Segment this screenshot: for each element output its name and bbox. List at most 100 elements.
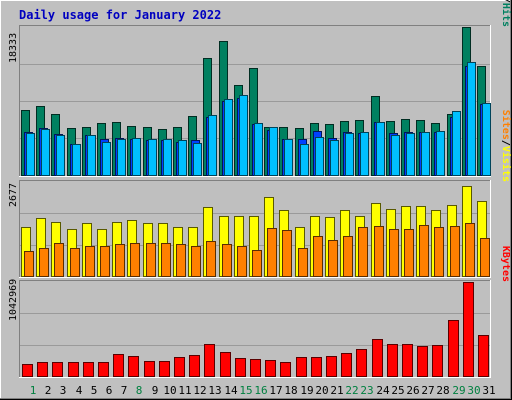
bar-kbytes-day-21 bbox=[326, 356, 337, 377]
legend-hits-text: Pages/Files/Hits bbox=[500, 0, 512, 27]
x-tick-label-day-10: 10 bbox=[163, 384, 176, 397]
bar-kbytes-day-3 bbox=[52, 362, 63, 377]
chart-title: Daily usage for January 2022 bbox=[19, 8, 221, 22]
bar-pages-day-1 bbox=[26, 133, 35, 176]
legend-visits-sites: Sites/Visits bbox=[500, 110, 512, 182]
bar-sites-day-25 bbox=[389, 229, 399, 277]
bar-sites-day-29 bbox=[450, 226, 460, 277]
x-tick-label-day-21: 21 bbox=[330, 384, 343, 397]
legend-hits-files-pages: Pages/Files/Hits bbox=[500, 0, 512, 27]
bar-pages-day-6 bbox=[102, 142, 111, 176]
bar-kbytes-day-7 bbox=[113, 354, 124, 377]
bar-sites-day-5 bbox=[85, 246, 95, 277]
x-tick-label-day-3: 3 bbox=[60, 384, 67, 397]
x-tick-label-day-30: 30 bbox=[467, 384, 480, 397]
bar-pages-day-28 bbox=[436, 131, 445, 176]
bar-pages-day-3 bbox=[56, 135, 65, 176]
x-tick-label-day-29: 29 bbox=[452, 384, 465, 397]
x-tick-label-day-6: 6 bbox=[106, 384, 113, 397]
bar-pages-day-29 bbox=[452, 111, 461, 176]
panel-hits-files-pages: 18333 bbox=[8, 25, 491, 177]
bar-sites-day-15 bbox=[237, 246, 247, 277]
panel-hits-bars bbox=[21, 27, 491, 176]
bar-sites-day-7 bbox=[115, 244, 125, 277]
bar-sites-day-10 bbox=[161, 243, 171, 277]
bar-kbytes-day-24 bbox=[372, 339, 383, 377]
bar-kbytes-day-4 bbox=[68, 362, 79, 377]
bar-kbytes-day-1 bbox=[22, 364, 33, 377]
bar-sites-day-26 bbox=[404, 229, 414, 277]
bar-sites-day-18 bbox=[282, 230, 292, 277]
panel-visits-bars bbox=[21, 186, 490, 277]
bar-pages-day-11 bbox=[178, 140, 187, 176]
bar-kbytes-day-10 bbox=[159, 361, 170, 377]
bar-sites-day-4 bbox=[70, 248, 80, 277]
bar-kbytes-day-20 bbox=[311, 357, 322, 377]
bar-sites-day-6 bbox=[100, 246, 110, 277]
bar-kbytes-day-11 bbox=[174, 357, 185, 377]
legend-part-separator: / bbox=[500, 0, 511, 3]
x-tick-label-day-24: 24 bbox=[376, 384, 390, 397]
x-tick-label-day-12: 12 bbox=[193, 384, 206, 397]
x-tick-label-day-25: 25 bbox=[391, 384, 404, 397]
bar-kbytes-day-14 bbox=[220, 352, 231, 377]
legend-part-kbytes: KBytes bbox=[500, 246, 511, 282]
legend-part-separator: / bbox=[500, 140, 511, 146]
bar-kbytes-day-5 bbox=[83, 362, 94, 377]
bar-pages-day-8 bbox=[132, 138, 141, 176]
bar-sites-day-14 bbox=[222, 244, 232, 277]
x-tick-label-day-27: 27 bbox=[421, 384, 434, 397]
bar-sites-day-31 bbox=[480, 238, 490, 277]
bar-pages-day-19 bbox=[300, 144, 309, 176]
x-axis-day-labels: 1 2 3 4 5 6 7 8 9 10 11 12 13 14 15 16 17 18 19 20 21 22 23 24 2… bbox=[30, 384, 496, 397]
bar-pages-day-5 bbox=[87, 135, 96, 176]
bar-pages-day-23 bbox=[360, 132, 369, 176]
x-tick-label-day-1: 1 bbox=[30, 384, 37, 397]
legend-visits-text: Sites/Visits bbox=[500, 110, 512, 182]
bar-kbytes-day-2 bbox=[37, 362, 48, 377]
x-tick-label-day-5: 5 bbox=[91, 384, 98, 397]
x-tick-label-day-4: 4 bbox=[76, 384, 83, 397]
bar-pages-day-20 bbox=[315, 137, 324, 176]
panel-kbytes-bars bbox=[22, 282, 489, 377]
bar-kbytes-day-23 bbox=[356, 349, 367, 377]
bar-sites-day-12 bbox=[191, 246, 201, 277]
bar-kbytes-day-8 bbox=[128, 356, 139, 377]
x-tick-label-day-19: 19 bbox=[300, 384, 313, 397]
bar-pages-day-12 bbox=[193, 143, 202, 176]
bar-pages-day-7 bbox=[117, 139, 126, 176]
bar-sites-day-24 bbox=[374, 226, 384, 277]
panel-visits-ymax-label: 2677 bbox=[8, 183, 19, 207]
bar-pages-day-2 bbox=[41, 129, 50, 176]
bar-sites-day-20 bbox=[313, 236, 323, 277]
bar-sites-day-1 bbox=[24, 251, 34, 277]
bar-kbytes-day-29 bbox=[448, 320, 459, 377]
bar-sites-day-13 bbox=[206, 241, 216, 277]
legend-part-visits: Visits bbox=[500, 146, 512, 182]
bar-kbytes-day-9 bbox=[144, 361, 155, 377]
bar-sites-day-19 bbox=[298, 248, 308, 277]
panel-visits-sites: 2677 bbox=[8, 180, 491, 278]
x-tick-label-day-8: 8 bbox=[136, 384, 143, 397]
bar-pages-day-27 bbox=[421, 132, 430, 176]
bar-kbytes-day-18 bbox=[280, 362, 291, 377]
bar-pages-day-18 bbox=[284, 139, 293, 176]
bar-sites-day-16 bbox=[252, 250, 262, 277]
bar-kbytes-day-15 bbox=[235, 358, 246, 377]
x-tick-label-day-2: 2 bbox=[45, 384, 52, 397]
x-tick-label-day-9: 9 bbox=[152, 384, 159, 397]
bar-pages-day-10 bbox=[163, 139, 172, 176]
bar-pages-day-31 bbox=[482, 103, 491, 176]
bar-kbytes-day-25 bbox=[387, 344, 398, 377]
x-tick-label-day-13: 13 bbox=[208, 384, 221, 397]
bar-pages-day-30 bbox=[467, 62, 476, 176]
bar-pages-day-16 bbox=[254, 123, 263, 176]
legend-part-sites: Sites bbox=[500, 110, 512, 140]
bar-sites-day-21 bbox=[328, 240, 338, 277]
bar-sites-day-22 bbox=[343, 236, 353, 277]
x-tick-label-day-15: 15 bbox=[239, 384, 252, 397]
bar-pages-day-22 bbox=[345, 133, 354, 176]
bar-kbytes-day-30 bbox=[463, 282, 474, 377]
x-tick-label-day-20: 20 bbox=[315, 384, 328, 397]
